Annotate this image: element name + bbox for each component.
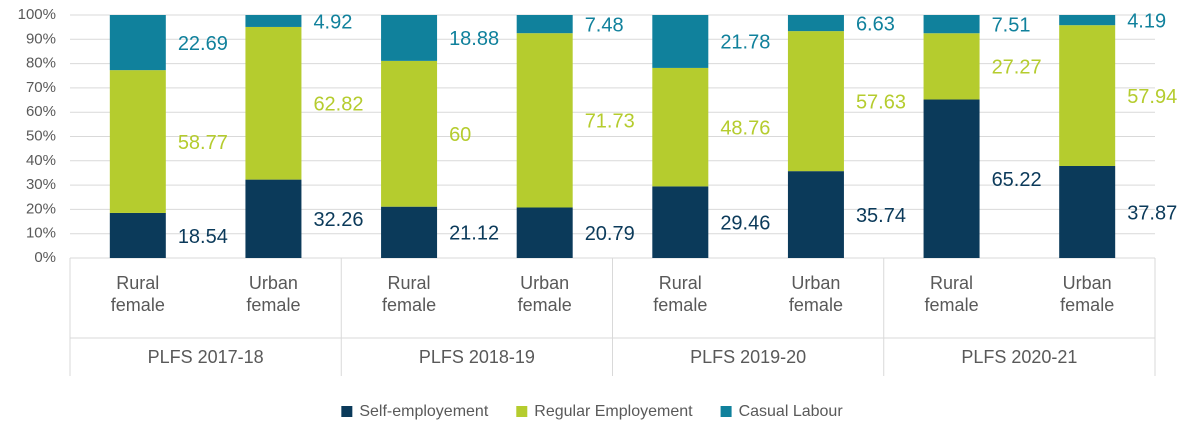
group-label: PLFS 2017-18 — [148, 347, 264, 367]
x-tick-label: Urban female — [1060, 273, 1115, 315]
y-tick-label: 70% — [26, 79, 56, 96]
bar-segment — [245, 26, 302, 180]
data-label: 65.22 — [992, 169, 1042, 191]
data-label: 22.69 — [178, 33, 228, 55]
data-label: 57.94 — [1127, 86, 1177, 108]
y-tick-label: 0% — [34, 249, 56, 266]
x-tick-label-box: Urban female — [1060, 273, 1115, 315]
x-tick-label-box: Urban female — [517, 273, 572, 315]
bar-segment — [923, 33, 980, 100]
x-tick-label-box: Urban female — [788, 273, 843, 315]
data-label: 27.27 — [992, 57, 1042, 79]
bar-segment — [787, 31, 844, 172]
data-label: 57.63 — [856, 91, 906, 113]
bar-segment — [381, 15, 438, 61]
bar-segment — [381, 60, 438, 207]
data-label: 48.76 — [720, 117, 770, 139]
y-tick-label: 20% — [26, 200, 56, 217]
y-tick-label: 40% — [26, 152, 56, 169]
data-label: 71.73 — [585, 111, 635, 133]
bar-segment — [109, 15, 166, 71]
y-tick-label: 10% — [26, 225, 56, 242]
legend-swatch — [516, 406, 528, 417]
group-label: PLFS 2020-21 — [961, 347, 1077, 367]
data-label: 37.87 — [1127, 202, 1177, 224]
bar-segment — [652, 15, 709, 68]
bar-segment — [787, 15, 844, 32]
y-tick-label: 80% — [26, 55, 56, 72]
bar-segment — [109, 70, 166, 213]
bar-segment — [1059, 15, 1116, 26]
legend-label: Self-employement — [359, 403, 489, 420]
data-label: 7.48 — [585, 14, 624, 36]
bar-segment — [1059, 25, 1116, 166]
legend-label: Casual Labour — [739, 403, 844, 420]
bar-segment — [516, 33, 573, 208]
bar-segment — [516, 15, 573, 34]
data-label: 21.12 — [449, 223, 499, 245]
data-label: 21.78 — [720, 32, 770, 54]
bar-segment — [652, 186, 709, 258]
x-tick-label: Urban female — [517, 273, 572, 315]
x-tick-label-box: Rural female — [924, 273, 979, 315]
bar-segment — [923, 99, 980, 258]
bar-segment — [245, 15, 302, 27]
y-tick-label: 90% — [26, 30, 56, 47]
x-tick-label: Rural female — [924, 273, 979, 315]
legend-swatch — [720, 406, 732, 417]
data-label: 35.74 — [856, 205, 906, 227]
x-tick-label-box: Urban female — [246, 273, 301, 315]
bar-segment — [381, 206, 438, 258]
x-tick-label: Rural female — [653, 273, 708, 315]
data-label: 18.54 — [178, 226, 228, 248]
group-label: PLFS 2019-20 — [690, 347, 806, 367]
bar-segment — [652, 67, 709, 187]
x-tick-label-box: Rural female — [382, 273, 437, 315]
x-tick-label-box: Rural female — [653, 273, 708, 315]
legend-label: Regular Employement — [534, 403, 693, 420]
data-label: 20.79 — [585, 223, 635, 245]
y-tick-label: 60% — [26, 103, 56, 120]
bar-segment — [109, 212, 166, 258]
x-tick-label-box: Rural female — [110, 273, 165, 315]
x-tick-label: Rural female — [110, 273, 165, 315]
x-tick-label: Urban female — [246, 273, 301, 315]
data-label: 4.19 — [1127, 10, 1166, 32]
data-label: 18.88 — [449, 28, 499, 50]
data-label: 29.46 — [720, 212, 770, 234]
data-label: 6.63 — [856, 13, 895, 35]
data-label: 32.26 — [313, 209, 363, 231]
bar-segment — [923, 15, 980, 34]
y-tick-label: 100% — [18, 6, 56, 23]
bar-segment — [516, 207, 573, 258]
bar-segment — [787, 171, 844, 258]
bar-segment — [1059, 165, 1116, 258]
x-tick-label: Rural female — [382, 273, 437, 315]
data-label: 58.77 — [178, 132, 228, 154]
legend-swatch — [341, 406, 353, 417]
data-label: 4.92 — [313, 11, 352, 33]
group-label: PLFS 2018-19 — [419, 347, 535, 367]
y-tick-label: 30% — [26, 176, 56, 193]
y-tick-label: 50% — [26, 127, 56, 144]
x-tick-label: Urban female — [788, 273, 843, 315]
data-label: 60 — [449, 124, 471, 146]
data-label: 7.51 — [992, 14, 1031, 36]
bar-segment — [245, 179, 302, 258]
data-label: 62.82 — [313, 94, 363, 116]
